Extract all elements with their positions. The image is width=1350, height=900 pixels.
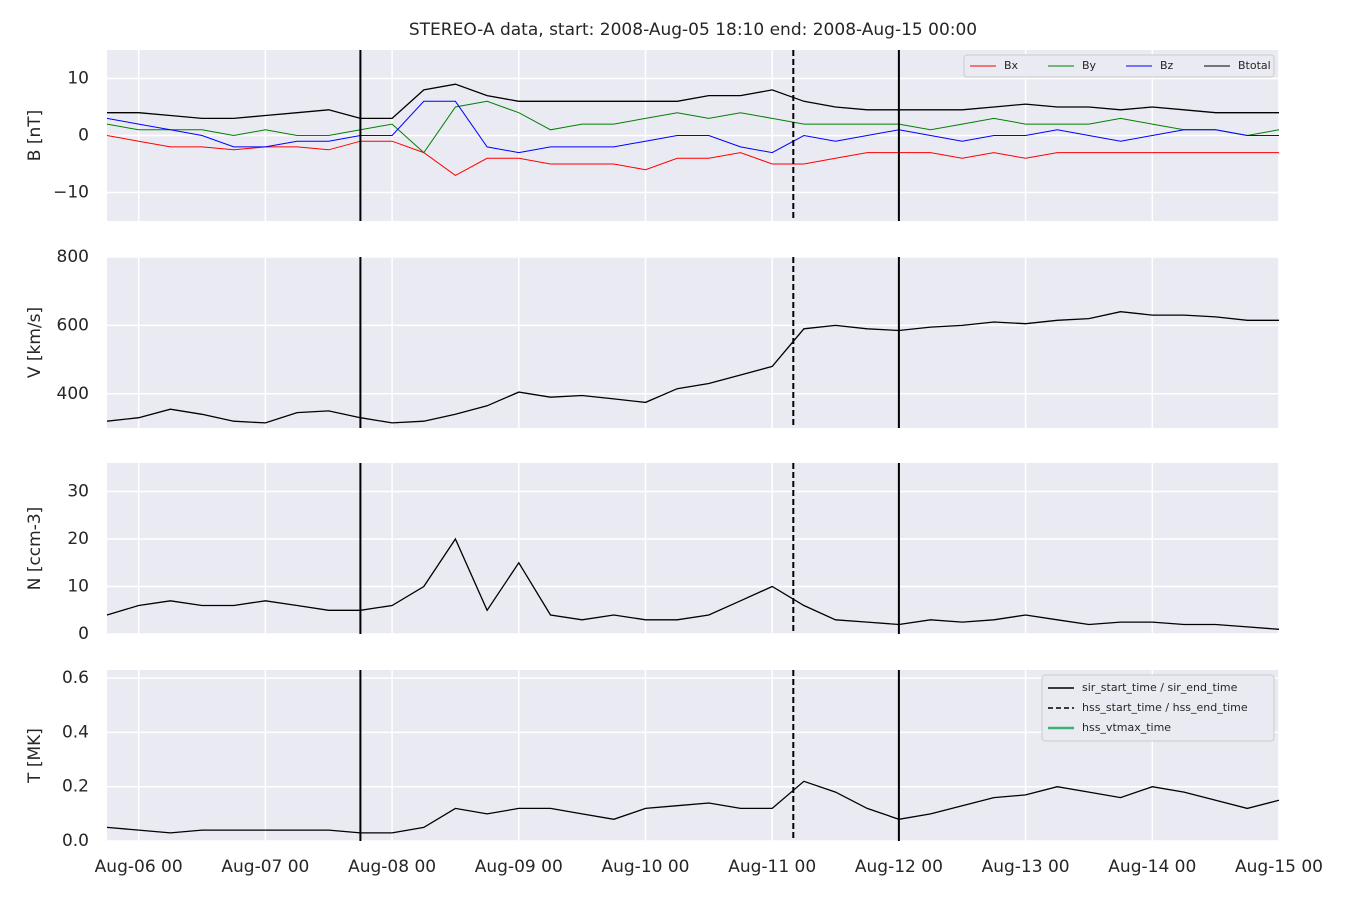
series-line xyxy=(107,83,1279,120)
y-tick-label: 30 xyxy=(67,482,89,502)
y-tick-label: 0 xyxy=(78,126,89,146)
legend-label: Bz xyxy=(1160,59,1174,72)
y-tick-label: 20 xyxy=(67,529,89,549)
series-line xyxy=(106,780,1280,834)
y-axis-label: V [km/s] xyxy=(25,307,45,378)
y-tick-label: 600 xyxy=(57,315,89,335)
y-tick-label: 10 xyxy=(67,69,89,89)
legend-label: Bx xyxy=(1004,59,1019,72)
y-tick-label: 0.6 xyxy=(62,668,89,688)
legend-label: Btotal xyxy=(1238,59,1271,72)
y-tick-label: 0.4 xyxy=(62,722,89,742)
legend-label: sir_start_time / sir_end_time xyxy=(1082,681,1238,694)
series-line xyxy=(106,135,1279,176)
y-tick-label: −10 xyxy=(53,183,89,203)
y-axis-label: B [nT] xyxy=(25,110,45,162)
y-tick-label: 0 xyxy=(78,624,89,644)
x-tick-label: Aug-13 00 xyxy=(982,857,1070,877)
legend-label: By xyxy=(1082,59,1097,72)
x-tick-label: Aug-09 00 xyxy=(475,857,563,877)
x-tick-label: Aug-15 00 xyxy=(1235,857,1323,877)
y-tick-label: 10 xyxy=(67,577,89,597)
y-tick-label: 400 xyxy=(57,384,89,404)
legend-label: hss_start_time / hss_end_time xyxy=(1082,701,1248,714)
legend-box xyxy=(1041,674,1275,742)
x-tick-label: Aug-07 00 xyxy=(221,857,309,877)
legend-box xyxy=(963,54,1275,78)
y-axis-label: T [MK] xyxy=(25,728,45,784)
series-line xyxy=(106,100,1280,154)
x-tick-label: Aug-12 00 xyxy=(855,857,943,877)
y-tick-label: 0.0 xyxy=(62,831,89,851)
legend-label: hss_vtmax_time xyxy=(1082,721,1171,734)
y-axis-label: N [ccm-3] xyxy=(25,507,45,591)
series-line xyxy=(106,537,1280,630)
plot-background xyxy=(107,257,1279,428)
x-tick-label: Aug-06 00 xyxy=(95,857,183,877)
x-tick-label: Aug-11 00 xyxy=(728,857,816,877)
y-tick-label: 0.2 xyxy=(62,777,89,797)
series-line xyxy=(106,311,1279,424)
x-tick-label: Aug-08 00 xyxy=(348,857,436,877)
x-tick-label: Aug-14 00 xyxy=(1108,857,1196,877)
x-tick-label: Aug-10 00 xyxy=(601,857,689,877)
y-tick-label: 800 xyxy=(57,247,89,267)
series-line xyxy=(106,100,1279,154)
chart-title: STEREO-A data, start: 2008-Aug-05 18:10 … xyxy=(409,20,977,40)
plot-background xyxy=(107,463,1279,634)
